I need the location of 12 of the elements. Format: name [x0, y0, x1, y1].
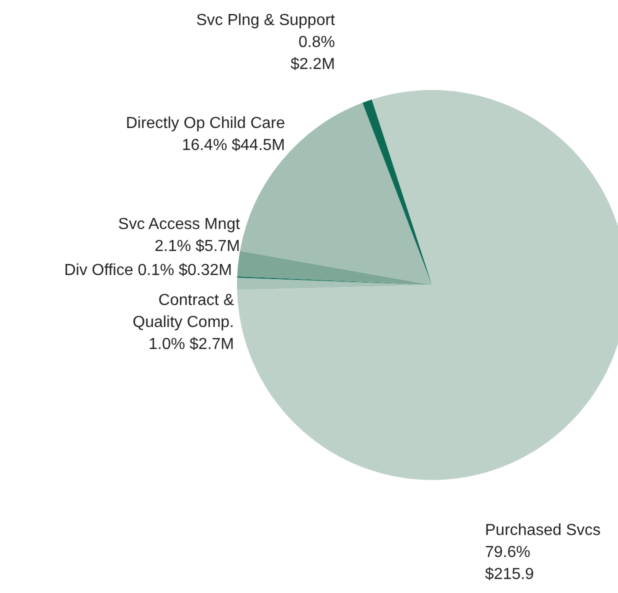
data-label: 2.1% $5.7M [154, 237, 240, 257]
slice-label: Div Office [64, 262, 134, 279]
slice-label: Directly Op Child Care [124, 114, 285, 134]
data-label: 1.0% $2.7M [148, 335, 234, 355]
slice-label: Contract & Quality Comp. [132, 291, 234, 333]
data-label: 0.8% $2.2M [290, 33, 335, 75]
slice-label: Svc Access Mngt [117, 215, 240, 235]
data-label: 79.6% $215.9 [485, 543, 535, 585]
data-label: 0.1% $0.32M [138, 262, 232, 279]
slice-label: Purchased Svcs [485, 521, 601, 541]
data-label: 16.4% $44.5M [180, 136, 285, 156]
slice-label: Svc Plng & Support [196, 11, 335, 31]
